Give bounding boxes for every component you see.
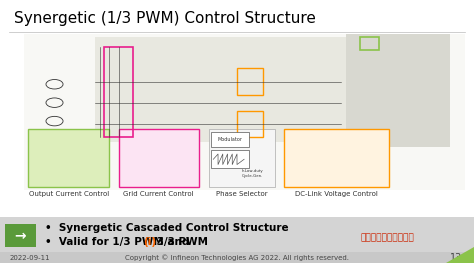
Text: Modulator: Modulator: [218, 136, 242, 142]
Bar: [237, 68, 263, 95]
Text: Copyright © Infineon Technologies AG 2022. All rights reserved.: Copyright © Infineon Technologies AG 202…: [125, 254, 349, 261]
Bar: [118, 129, 199, 187]
Bar: [104, 48, 133, 137]
Bar: [360, 37, 379, 50]
Text: Phase Selector: Phase Selector: [216, 191, 267, 197]
Text: Synergetic (1/3 PWM) Control Structure: Synergetic (1/3 PWM) Control Structure: [14, 11, 316, 26]
Bar: [211, 150, 249, 168]
Text: Output Current Control: Output Current Control: [28, 191, 109, 197]
Text: Grid Current Control: Grid Current Control: [124, 191, 194, 197]
Bar: [95, 37, 417, 142]
Text: 电力电子技术与新能源: 电力电子技术与新能源: [360, 233, 414, 242]
Bar: [211, 132, 249, 147]
Bar: [284, 129, 389, 187]
Text: 13: 13: [450, 253, 462, 263]
Bar: [346, 34, 450, 147]
Bar: [24, 34, 465, 190]
Text: 3/3 PWM: 3/3 PWM: [153, 237, 208, 247]
Text: (i): (i): [143, 237, 156, 247]
Text: h-Low-duty
Cycle-Gen.: h-Low-duty Cycle-Gen.: [242, 169, 264, 178]
Bar: [28, 129, 109, 187]
Polygon shape: [446, 247, 474, 263]
Bar: [5, 224, 36, 247]
Text: →: →: [15, 229, 26, 243]
Bar: [209, 129, 275, 187]
Text: •  Synergetic Cascaded Control Structure: • Synergetic Cascaded Control Structure: [45, 223, 289, 233]
Bar: [0, 217, 474, 253]
Bar: [237, 111, 263, 137]
Text: DC-Link Voltage Control: DC-Link Voltage Control: [295, 191, 378, 197]
Bar: [0, 252, 474, 263]
Text: 2022-09-11: 2022-09-11: [9, 255, 50, 261]
Text: •  Valid for 1/3 PWM and: • Valid for 1/3 PWM and: [45, 237, 193, 247]
